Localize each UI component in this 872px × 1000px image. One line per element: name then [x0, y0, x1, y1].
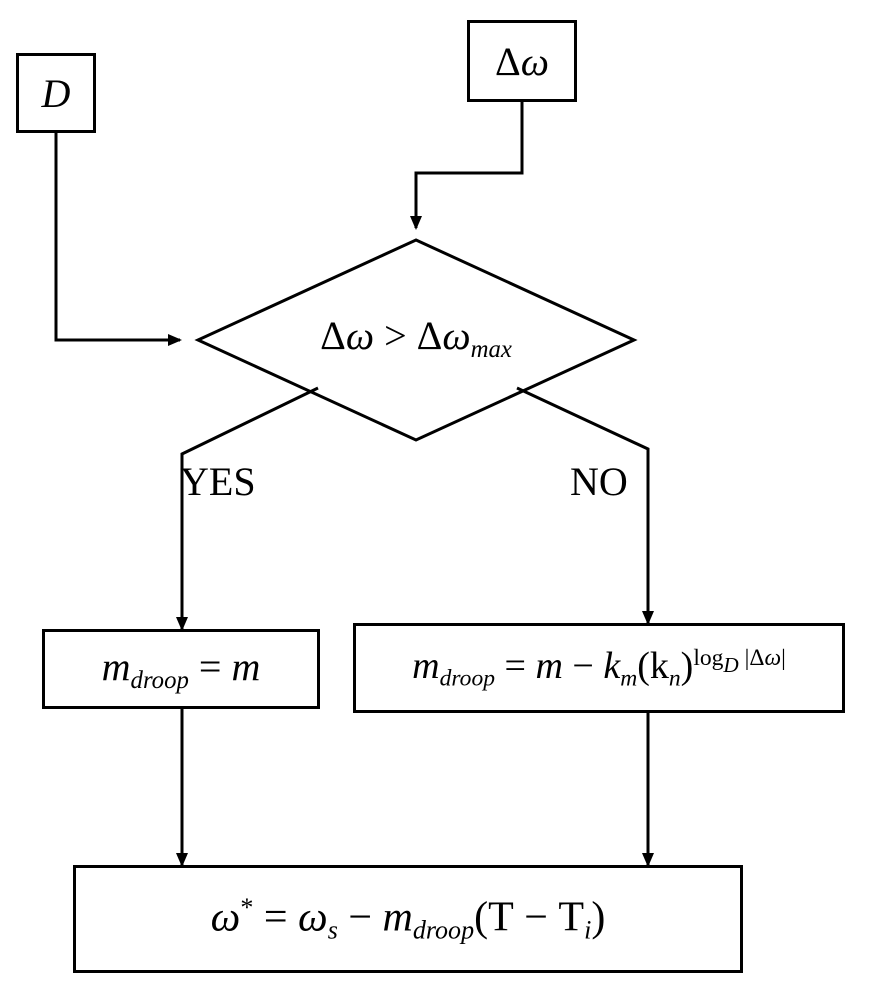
- no-branch-box: mdroop = m − km(kn)logD |Δω|: [353, 623, 845, 713]
- yes-branch-box: mdroop = m: [42, 629, 320, 709]
- decision-condition-label: Δω > Δωmax: [218, 312, 614, 364]
- input-d-box: D: [16, 53, 96, 133]
- input-delta-omega-box: Δω: [467, 20, 577, 102]
- edge-decision_yes: [182, 388, 318, 629]
- no-branch-formula: mdroop = m − km(kn)logD |Δω|: [412, 644, 786, 693]
- yes-edge-label: YES: [180, 458, 256, 505]
- edge-decision_no: [517, 388, 648, 623]
- decision-condition-text: Δω > Δωmax: [320, 313, 512, 358]
- edge-d_to_decision: [56, 133, 180, 340]
- edge-dw_to_decision: [416, 102, 522, 228]
- final-result-box: ω* = ωs − mdroop(T − Ti): [73, 865, 743, 973]
- input-d-label: D: [42, 70, 71, 117]
- input-delta-omega-label: Δω: [495, 38, 549, 85]
- yes-branch-formula: mdroop = m: [102, 643, 261, 695]
- no-edge-label: NO: [570, 458, 628, 505]
- edges-layer: [0, 0, 872, 1000]
- final-result-formula: ω* = ωs − mdroop(T − Ti): [211, 893, 606, 946]
